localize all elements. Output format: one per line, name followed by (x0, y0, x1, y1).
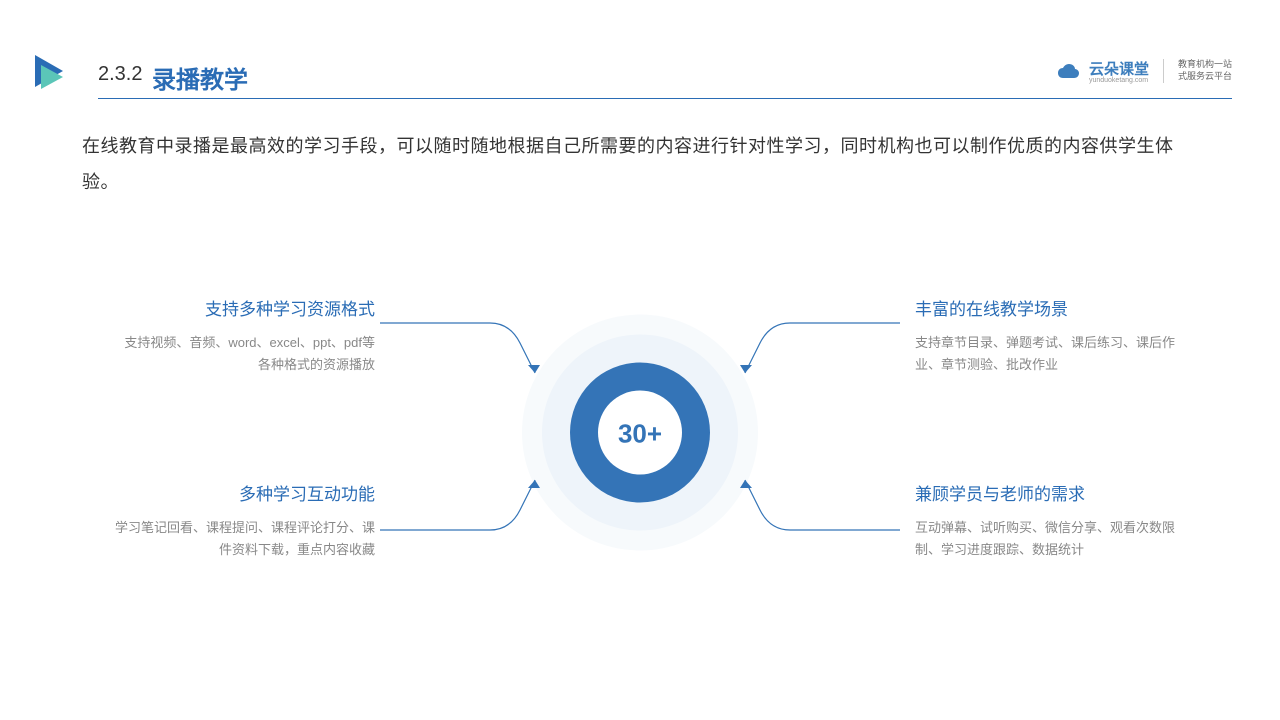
intro-paragraph: 在线教育中录播是最高效的学习手段，可以随时随地根据自己所需要的内容进行针对性学习… (82, 128, 1198, 200)
center-value: 30+ (618, 419, 662, 449)
feature-title: 支持多种学习资源格式 (115, 295, 375, 320)
logo-text: 云朵课堂 (1089, 58, 1149, 79)
feature-desc: 学习笔记回看、课程提问、课程评论打分、课件资料下载，重点内容收藏 (115, 517, 375, 561)
feature-desc: 支持章节目录、弹题考试、课后练习、课后作业、章节测验、批改作业 (915, 332, 1175, 376)
feature-desc: 互动弹幕、试听购买、微信分享、观看次数限制、学习进度跟踪、数据统计 (915, 517, 1175, 561)
feature-title: 多种学习互动功能 (115, 480, 375, 505)
section-title: 录播教学 (152, 60, 248, 95)
logo-tagline: 教育机构一站 式服务云平台 (1178, 59, 1232, 82)
feature-top-left: 支持多种学习资源格式 支持视频、音频、word、excel、ppt、pdf等各种… (115, 295, 375, 376)
logo-subtext: yunduoketang.com (1089, 77, 1149, 84)
feature-diagram: 30+ 支持多种学习资源格式 支持视频、音频、word、excel、ppt、pd… (0, 265, 1280, 605)
center-badge: 30+ (520, 313, 760, 558)
header-divider (98, 98, 1232, 99)
feature-title: 丰富的在线教学场景 (915, 295, 1175, 320)
logo-divider (1163, 59, 1164, 83)
cloud-icon (1055, 62, 1081, 80)
feature-bottom-left: 多种学习互动功能 学习笔记回看、课程提问、课程评论打分、课件资料下载，重点内容收… (115, 480, 375, 561)
logo-area: 云朵课堂 yunduoketang.com 教育机构一站 式服务云平台 (1055, 58, 1232, 84)
section-number: 2.3.2 (98, 63, 142, 86)
feature-top-right: 丰富的在线教学场景 支持章节目录、弹题考试、课后练习、课后作业、章节测验、批改作… (915, 295, 1175, 376)
logo-text-wrap: 云朵课堂 yunduoketang.com (1089, 58, 1149, 84)
feature-desc: 支持视频、音频、word、excel、ppt、pdf等各种格式的资源播放 (115, 332, 375, 376)
feature-title: 兼顾学员与老师的需求 (915, 480, 1175, 505)
slide-header: 2.3.2 录播教学 云朵课堂 yunduoketang.com 教育机构一站 … (0, 30, 1280, 90)
feature-bottom-right: 兼顾学员与老师的需求 互动弹幕、试听购买、微信分享、观看次数限制、学习进度跟踪、… (915, 480, 1175, 561)
play-icon (35, 55, 77, 102)
